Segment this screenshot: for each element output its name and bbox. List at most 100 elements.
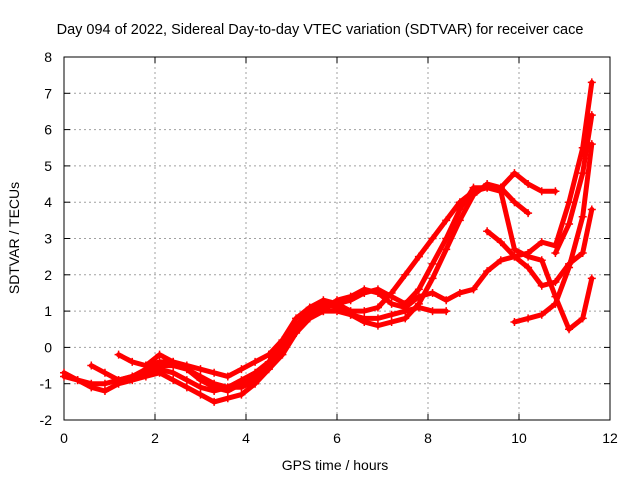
data-point [442, 245, 451, 254]
data-point [455, 198, 464, 207]
data-point [587, 274, 596, 283]
data-point [305, 303, 314, 312]
data-point [60, 372, 68, 381]
data-point [264, 361, 273, 370]
data-point [278, 343, 287, 352]
data-point [305, 310, 314, 319]
data-point [537, 281, 546, 290]
data-point [346, 292, 355, 301]
data-point [237, 379, 246, 388]
data-point [483, 183, 492, 192]
data-point [524, 252, 533, 261]
data-point [578, 169, 587, 178]
data-point [442, 216, 451, 225]
data-point [496, 187, 505, 196]
data-point [401, 270, 410, 279]
data-point [251, 357, 260, 366]
data-point [73, 376, 82, 385]
x-tick-label: 10 [511, 430, 527, 446]
data-point [196, 383, 205, 392]
data-point [128, 372, 137, 381]
data-point [442, 307, 451, 316]
data-point [141, 361, 150, 370]
data-point [510, 198, 519, 207]
data-point [483, 227, 492, 236]
data-point [401, 314, 410, 323]
data-point [537, 310, 546, 319]
data-point [428, 259, 437, 268]
data-point [565, 219, 574, 228]
x-tick-label: 8 [424, 430, 432, 446]
data-point [510, 317, 519, 326]
data-point [387, 288, 396, 297]
x-tick-label: 6 [333, 430, 341, 446]
data-point [373, 288, 382, 297]
data-point [587, 78, 596, 87]
data-point [360, 285, 369, 294]
data-point [565, 263, 574, 272]
data-point [524, 180, 533, 189]
data-point [114, 350, 123, 359]
data-point [360, 307, 369, 316]
data-point [551, 241, 560, 250]
data-point [414, 285, 423, 294]
y-axis-label: SDTVAR / TECUs [6, 182, 22, 294]
data-point [182, 383, 191, 392]
data-point [319, 296, 328, 305]
y-tick-label: 6 [44, 122, 52, 138]
data-point [387, 310, 396, 319]
data-point [100, 368, 109, 377]
data-point [551, 187, 560, 196]
chart-title: Day 094 of 2022, Sidereal Day-to-day VTE… [57, 22, 584, 38]
data-point [483, 267, 492, 276]
data-point [100, 379, 109, 388]
y-tick-label: -1 [40, 376, 53, 392]
data-point [87, 361, 96, 370]
y-tick-label: 8 [44, 49, 52, 65]
data-point [387, 299, 396, 308]
data-point [578, 212, 587, 221]
data-point [551, 278, 560, 287]
data-point [237, 390, 246, 399]
data-point [155, 357, 164, 366]
y-tick-label: 0 [44, 339, 52, 355]
data-point [169, 368, 178, 377]
series-6 [510, 140, 596, 326]
data-point [346, 307, 355, 316]
data-point [510, 245, 519, 254]
data-point [278, 336, 287, 345]
data-point [210, 397, 219, 406]
data-point [414, 292, 423, 301]
data-point [223, 372, 232, 381]
data-point [223, 386, 232, 395]
y-tick-label: 3 [44, 231, 52, 247]
x-tick-label: 4 [242, 430, 250, 446]
data-point [414, 299, 423, 308]
data-point [428, 288, 437, 297]
data-point [510, 252, 519, 261]
data-point [373, 303, 382, 312]
data-point [455, 288, 464, 297]
data-point [169, 357, 178, 366]
y-tick-label: 5 [44, 158, 52, 174]
data-point [469, 187, 478, 196]
data-point [292, 314, 301, 323]
data-point [210, 383, 219, 392]
data-point [387, 317, 396, 326]
series-group [60, 78, 596, 406]
data-point [428, 234, 437, 243]
data-point [155, 350, 164, 359]
data-point [428, 274, 437, 283]
x-axis-label: GPS time / hours [282, 457, 389, 473]
data-point [319, 307, 328, 316]
data-point [496, 238, 505, 247]
data-point [196, 390, 205, 399]
data-point [182, 361, 191, 370]
x-tick-label: 0 [60, 430, 68, 446]
data-point [264, 350, 273, 359]
y-tick-label: 4 [44, 194, 52, 210]
data-point [169, 376, 178, 385]
data-point [223, 394, 232, 403]
